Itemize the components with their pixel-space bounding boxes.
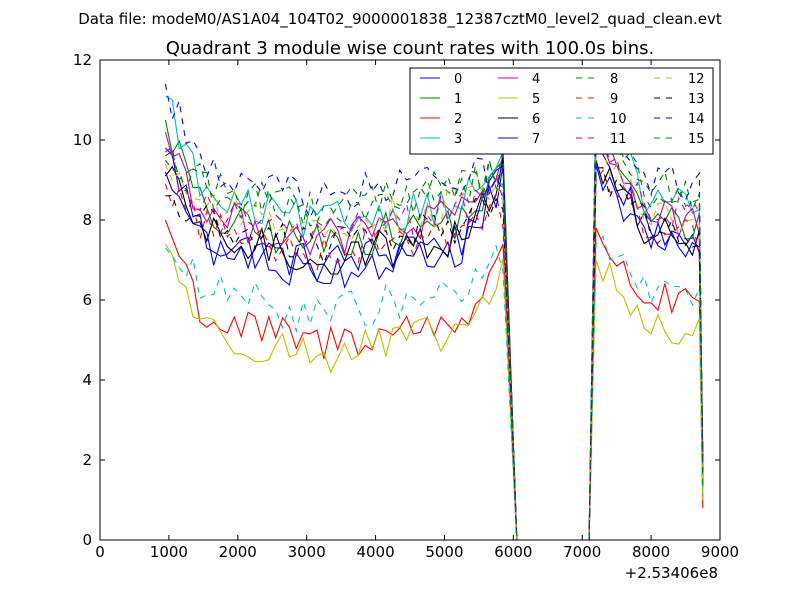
y-tick-label: 0 bbox=[82, 531, 92, 549]
legend-box bbox=[409, 67, 714, 155]
series-line-6 bbox=[164, 157, 704, 541]
series-line-0 bbox=[165, 139, 704, 541]
legend-label-2: 2 bbox=[454, 112, 462, 127]
legend-label-4: 4 bbox=[532, 72, 540, 87]
series-line-1 bbox=[164, 107, 704, 541]
series-line-13 bbox=[165, 167, 704, 541]
x-tick-label: 4000 bbox=[356, 543, 394, 561]
y-tick-label: 12 bbox=[73, 51, 92, 69]
figure-suptitle: Data file: modeM0/AS1A04_104T02_90000018… bbox=[78, 10, 722, 29]
series-line-11 bbox=[165, 133, 704, 541]
x-tick-label: 6000 bbox=[494, 543, 532, 561]
legend-label-5: 5 bbox=[532, 92, 540, 107]
legend-label-10: 10 bbox=[610, 112, 627, 127]
legend-label-8: 8 bbox=[610, 72, 618, 87]
legend-label-13: 13 bbox=[688, 92, 705, 107]
legend-label-15: 15 bbox=[688, 132, 705, 147]
legend-label-6: 6 bbox=[532, 112, 540, 127]
x-tick-label: 7000 bbox=[563, 543, 601, 561]
x-tick-label: 5000 bbox=[425, 543, 463, 561]
y-tick-label: 10 bbox=[73, 131, 92, 149]
y-tick-label: 8 bbox=[82, 211, 92, 229]
x-tick-label: 1000 bbox=[150, 543, 188, 561]
x-tick-label: 2000 bbox=[219, 543, 257, 561]
series-line-14 bbox=[164, 78, 704, 541]
series-line-10 bbox=[164, 235, 704, 541]
series-line-2 bbox=[164, 219, 704, 541]
x-tick-label: 8000 bbox=[632, 543, 670, 561]
legend-label-7: 7 bbox=[532, 132, 540, 147]
legend-label-12: 12 bbox=[688, 72, 705, 87]
x-axis-ticks: 0 1000 2000 3000 4000 5000 6000 7000 8000 9000 bbox=[95, 60, 739, 561]
chart-title: Quadrant 3 module wise count rates with … bbox=[166, 38, 655, 59]
x-tick-label: 3000 bbox=[288, 543, 326, 561]
series-line-15 bbox=[164, 102, 704, 541]
legend-label-3: 3 bbox=[454, 132, 462, 147]
series-line-5 bbox=[164, 243, 704, 541]
legend-label-14: 14 bbox=[688, 112, 705, 127]
legend-label-0: 0 bbox=[454, 72, 462, 87]
legend-label-11: 11 bbox=[610, 132, 627, 147]
series-line-12 bbox=[164, 146, 704, 541]
y-tick-label: 6 bbox=[82, 291, 92, 309]
series-line-7 bbox=[164, 163, 704, 541]
series-line-8 bbox=[165, 123, 704, 541]
legend-label-9: 9 bbox=[610, 92, 618, 107]
legend-label-1: 1 bbox=[454, 92, 462, 107]
series-layer bbox=[164, 78, 704, 541]
x-tick-label: 0 bbox=[95, 543, 105, 561]
plot-area: 0 1000 2000 3000 4000 5000 6000 7000 8000 9000 0 2… bbox=[73, 51, 739, 561]
y-tick-label: 2 bbox=[82, 451, 92, 469]
y-tick-label: 4 bbox=[82, 371, 92, 389]
x-offset-label: +2.53406e8 bbox=[625, 564, 718, 582]
x-tick-label: 9000 bbox=[701, 543, 739, 561]
